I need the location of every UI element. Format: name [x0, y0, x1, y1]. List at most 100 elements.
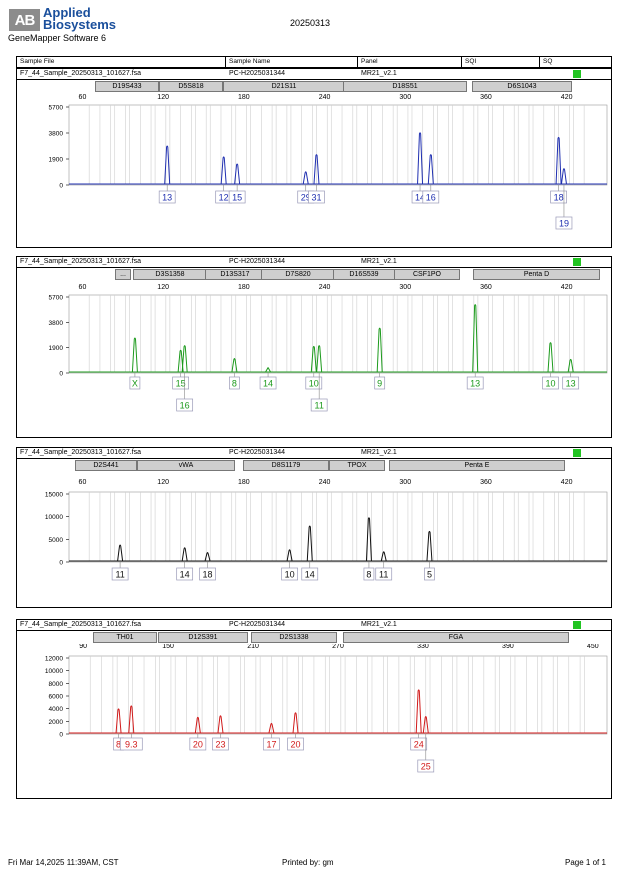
allele-label: 31: [311, 193, 321, 203]
x-tick-label: 240: [319, 284, 331, 291]
x-tick-label: 180: [238, 94, 250, 101]
allele-label: 13: [470, 379, 480, 389]
panel-3-marker-1: vWA: [137, 460, 235, 471]
allele-label: 10: [309, 379, 319, 389]
y-tick-label: 6000: [49, 694, 64, 701]
panel-3-sample-name: PC-H2025031344: [229, 449, 286, 456]
panel-3-panel-name: MR21_v2.1: [361, 449, 397, 456]
x-tick-label: 300: [399, 94, 411, 101]
allele-label-box: [466, 376, 484, 390]
panel-2-sample-name: PC-H2025031344: [229, 258, 286, 265]
peak: [426, 530, 433, 562]
x-tick-label: 240: [319, 94, 331, 101]
logo-mark: AB: [14, 11, 36, 29]
peak: [231, 358, 238, 373]
panel-1-header: F7_44_Sample_20250313_101627.fsa PC-H202…: [17, 69, 611, 80]
peak: [265, 367, 271, 373]
allele-label: 15: [232, 193, 242, 203]
allele-label: 23: [215, 740, 225, 750]
peak: [115, 708, 122, 734]
allele-label-box: [375, 567, 393, 581]
x-tick-label: 450: [587, 644, 599, 650]
panel-2-marker-6: Penta D: [473, 269, 600, 280]
panel-3-marker-2: D8S1179: [243, 460, 329, 471]
panel-4-quality-indicator: [573, 621, 581, 629]
y-tick-label: 3800: [49, 131, 64, 138]
peak: [427, 154, 434, 185]
x-tick-label: 60: [79, 94, 87, 101]
peak: [220, 156, 227, 185]
allele-label-box: [562, 376, 580, 390]
allele-label-box: [111, 567, 129, 581]
allele-label-box: [374, 376, 386, 390]
allele-label-box: [228, 190, 246, 204]
allele-bins: [89, 656, 585, 734]
allele-label-box: [301, 567, 319, 581]
plot-frame: [68, 655, 608, 735]
panel-1-marker-0: D19S433: [95, 81, 159, 92]
column-sample-name: Sample Name: [229, 58, 271, 65]
allele-label-box: [259, 376, 277, 390]
logo-wordmark: Applied Biosystems: [43, 5, 116, 31]
panel-1-quality-indicator: [573, 70, 581, 78]
peak: [292, 712, 299, 734]
allele-label: 19: [559, 219, 569, 229]
allele-label-box: [176, 398, 194, 412]
y-tick-label: 0: [59, 560, 63, 567]
panel-4-marker-3: FGA: [343, 632, 569, 643]
panel-1-sample-file: F7_44_Sample_20250313_101627.fsa: [20, 70, 142, 77]
electropherogram-panel-4: F7_44_Sample_20250313_101627.fsa PC-H202…: [16, 619, 612, 799]
y-tick-label: 3800: [49, 320, 64, 327]
print-timestamp: Fri Mar 14,2025 11:39AM, CST: [8, 858, 119, 867]
allele-label: 29: [301, 193, 311, 203]
panel-1-marker-4: D6S1043: [472, 81, 572, 92]
panel-1-marker-3: D18S51: [343, 81, 467, 92]
panel-3-sample-file: F7_44_Sample_20250313_101627.fsa: [20, 449, 142, 456]
y-tick-label: 0: [59, 732, 63, 739]
y-tick-label: 10000: [45, 668, 63, 675]
panel-4-plot: 90 150 210 270 330 390 450 12000 10000 8000 6000 40…: [45, 644, 608, 773]
peak: [164, 145, 171, 185]
logo-line-1: Applied: [43, 5, 91, 20]
peak: [560, 168, 567, 185]
peak: [268, 722, 275, 734]
y-tick-label: 5000: [49, 537, 64, 544]
peak: [194, 716, 201, 734]
electropherogram-panel-2: F7_44_Sample_20250313_101627.fsa PC-H202…: [16, 256, 612, 438]
column-panel: Panel: [361, 58, 378, 65]
panel-3-quality-indicator: [573, 449, 581, 457]
x-tick-label: 300: [399, 284, 411, 291]
x-tick-label: 180: [238, 479, 250, 486]
allele-label-box: [422, 190, 440, 204]
panel-2-panel-name: MR21_v2.1: [361, 258, 397, 265]
applied-biosystems-logo: AB: [9, 9, 40, 31]
panel-4-sample-name: PC-H2025031344: [229, 621, 286, 628]
printed-by: Printed by: gm: [282, 858, 334, 867]
software-name: GeneMapper Software 6: [8, 33, 107, 43]
allele-label: 14: [263, 379, 273, 389]
panel-2-quality-indicator: [573, 258, 581, 266]
allele-label-box: [176, 567, 194, 581]
peak: [547, 342, 554, 373]
x-tick-label: 270: [332, 644, 344, 650]
allele-bins: [88, 295, 585, 373]
allele-label: 9: [377, 379, 382, 389]
panel-2-marker-2: D13S317: [205, 269, 265, 280]
peak: [131, 337, 138, 373]
peak: [415, 689, 422, 734]
x-tick-label: 300: [399, 479, 411, 486]
column-sq: SQ: [543, 58, 553, 65]
peak: [310, 345, 317, 373]
allele-label: 15: [176, 379, 186, 389]
allele-label: 12: [219, 193, 229, 203]
peak: [365, 517, 372, 562]
allele-label: 17: [266, 740, 276, 750]
panel-1-plot: 60 120 180 240 300 360 420 5700 3800 1900 0 13 12 15 2…: [49, 94, 608, 230]
allele-label-box: [363, 567, 375, 581]
allele-label: 16: [426, 193, 436, 203]
electropherogram-panel-3: F7_44_Sample_20250313_101627.fsa PC-H202…: [16, 447, 612, 608]
allele-label: 25: [421, 762, 431, 772]
allele-label: 20: [291, 740, 301, 750]
allele-label-box: [410, 737, 428, 751]
peak: [302, 171, 309, 185]
